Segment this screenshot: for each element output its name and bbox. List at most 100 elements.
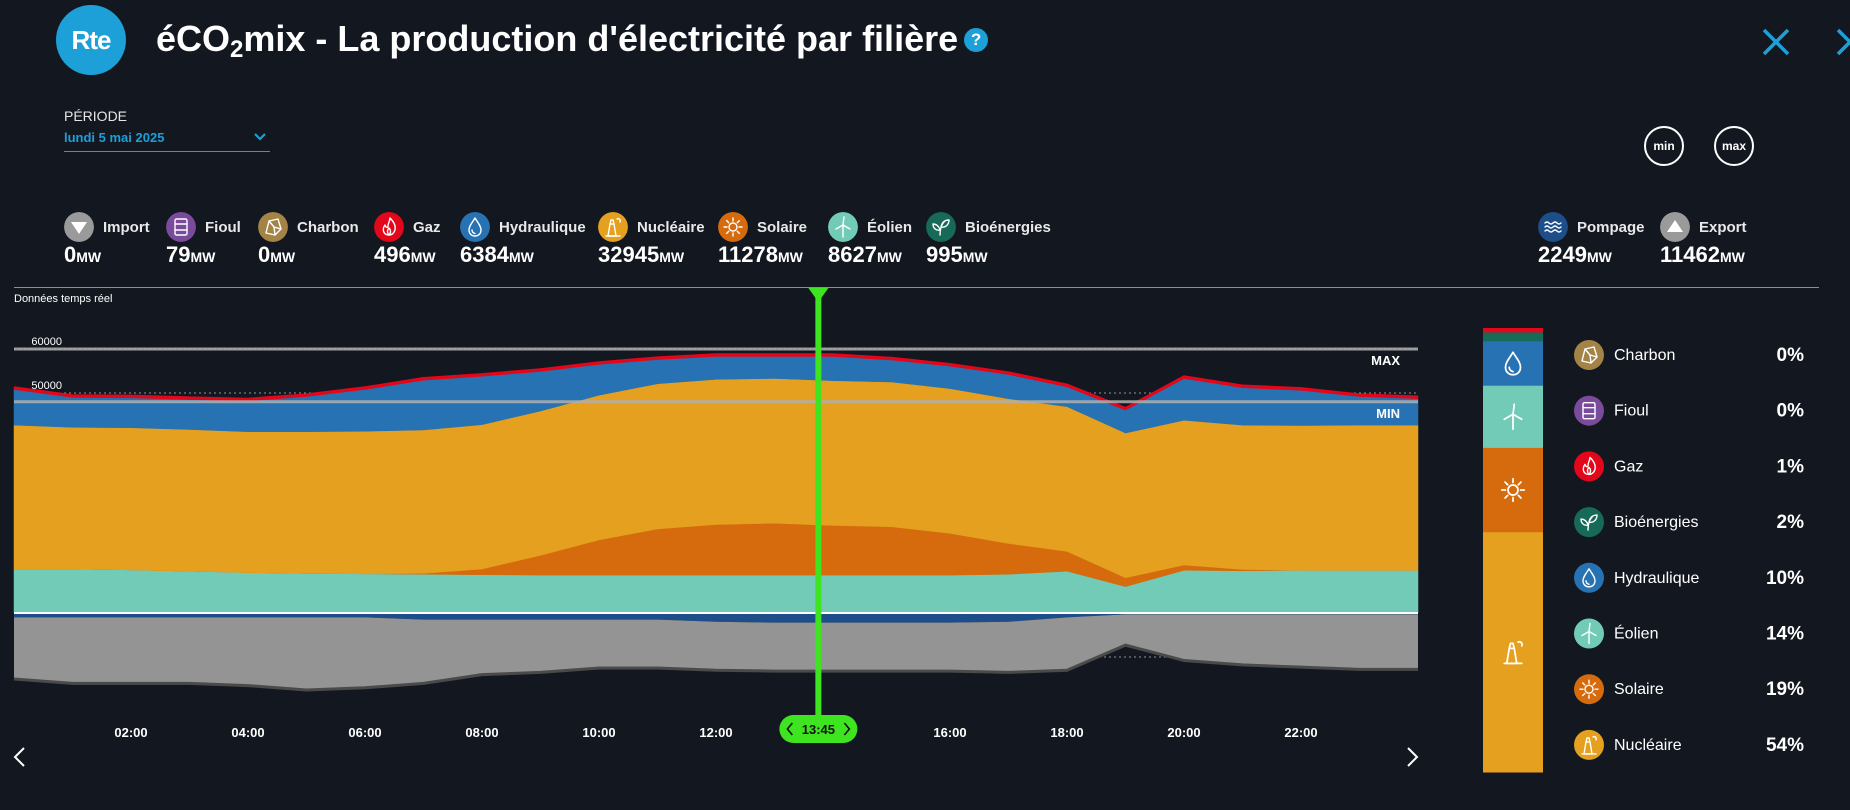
source-value-number: 32945 [598,242,660,267]
source-value-unit: MW [410,249,436,265]
production-chart: 6000050000400003000020000100000-10000MAX… [13,288,1805,773]
cursor-top-marker [808,288,829,302]
x-tick-label: 06:00 [348,725,381,740]
bar-segment-olien [1483,385,1543,449]
close-icon[interactable] [1758,20,1794,64]
nuclear-plant-icon [1503,640,1523,665]
area-pompage [14,613,1418,623]
cursor-time-label: 13:45 [802,722,835,737]
source-value-unit: MW [1586,249,1612,265]
source-value-number: 11462 [1660,242,1720,267]
breakdown-percent: 0% [1777,345,1805,366]
breakdown-item[interactable]: Charbon 0% [1574,340,1804,370]
source-name: Import [103,219,150,236]
wind-turbine-icon [828,212,858,242]
x-tick-label: 10:00 [582,725,615,740]
source-name: Éolien [867,219,913,236]
source-value: 8627MW [828,242,902,268]
periode-label: PÉRIODE [64,108,128,124]
source-value: 2249MW [1538,242,1612,268]
title-suffix: mix - La production d'électricité par fi… [243,18,959,59]
cursor-time-pill[interactable]: 13:45 [779,715,858,743]
nuclear-plant-icon [1574,729,1604,760]
breakdown-item[interactable]: Solaire 19% [1574,674,1804,705]
leaf-icon [926,212,956,242]
source-value-unit: MW [1719,249,1745,265]
x-tick-label: 02:00 [114,725,147,740]
water-drop-icon [1504,351,1522,376]
breakdown-item[interactable]: Fioul 0% [1574,395,1805,426]
oil-barrel-icon [1574,395,1604,426]
periode-value: lundi 5 mai 2025 [64,130,165,145]
breakdown-name: Éolien [1614,624,1658,643]
y-tick-label: 50000 [31,380,62,392]
oil-barrel-icon [166,212,196,242]
source-value-unit: MW [659,249,685,265]
source-name: Hydraulique [499,219,586,236]
x-tick-label: 12:00 [699,725,732,740]
breakdown-percent: 1% [1777,456,1805,477]
export-icon [1660,212,1690,242]
previous-day-arrow[interactable] [8,740,30,774]
source-name: Gaz [413,219,441,236]
bar-segment-gaz [1483,328,1543,333]
breakdown-percent: 2% [1777,512,1805,533]
water-drop-icon [1574,562,1604,593]
x-tick-label: 18:00 [1050,725,1083,740]
reference-label: MAX [1371,353,1400,368]
breakdown-name: Nucléaire [1614,737,1682,754]
leaf-icon [1574,507,1604,538]
breakdown-name: Bioénergies [1614,514,1699,531]
source-value-number: 0 [64,242,77,267]
chevron-down-icon [254,133,266,141]
breakdown-percent: 0% [1777,401,1805,422]
water-drop-icon [460,212,490,242]
x-tick-label: 16:00 [933,725,966,740]
breakdown-item[interactable]: Éolien 14% [1574,618,1804,649]
source-value: 995MW [926,242,988,268]
breakdown-item[interactable]: Hydraulique 10% [1574,562,1804,593]
close-secondary-icon[interactable] [1836,20,1850,64]
periode-select[interactable]: lundi 5 mai 2025 [64,130,270,152]
rte-logo: Rte [56,5,126,75]
sun-icon [1500,477,1526,503]
import-icon [64,212,94,242]
source-name: Charbon [297,219,359,236]
breakdown-name: Charbon [1614,347,1675,364]
bar-segment-solaire [1483,447,1543,533]
source-value: 11278MW [718,242,803,268]
source-value: 79MW [166,242,215,268]
breakdown-item[interactable]: Gaz 1% [1574,451,1805,482]
max-button[interactable]: max [1714,126,1754,166]
source-value-unit: MW [876,249,902,265]
flame-icon [374,212,404,242]
total-line [13,353,1419,410]
source-name: Solaire [757,219,808,236]
next-day-arrow[interactable] [1402,740,1424,774]
x-tick-label: 22:00 [1284,725,1317,740]
area-export [14,614,1418,690]
wind-turbine-icon [1503,403,1523,431]
nuclear-plant-icon [598,212,628,242]
source-value: 6384MW [460,242,534,268]
breakdown-item[interactable]: Nucléaire 54% [1574,729,1804,760]
realtime-label: Données temps réel [14,293,113,305]
breakdown-percent: 10% [1766,568,1804,589]
wind-turbine-icon [1574,618,1604,649]
source-value-number: 79 [166,242,191,267]
breakdown-name: Gaz [1614,458,1643,475]
bar-segment-bionergies [1483,332,1543,342]
export-outline [13,643,1418,692]
title-subscript: 2 [230,36,244,63]
source-value-number: 8627 [828,242,877,267]
sun-icon [1574,674,1604,705]
source-value-unit: MW [190,249,216,265]
help-icon[interactable]: ? [964,28,989,52]
source-name: Pompage [1577,219,1645,236]
source-name: Export [1699,219,1747,236]
breakdown-percent: 19% [1766,679,1804,700]
source-value-unit: MW [508,249,534,265]
min-button[interactable]: min [1644,126,1684,166]
sun-icon [718,212,748,242]
breakdown-item[interactable]: Bioénergies 2% [1574,507,1805,538]
